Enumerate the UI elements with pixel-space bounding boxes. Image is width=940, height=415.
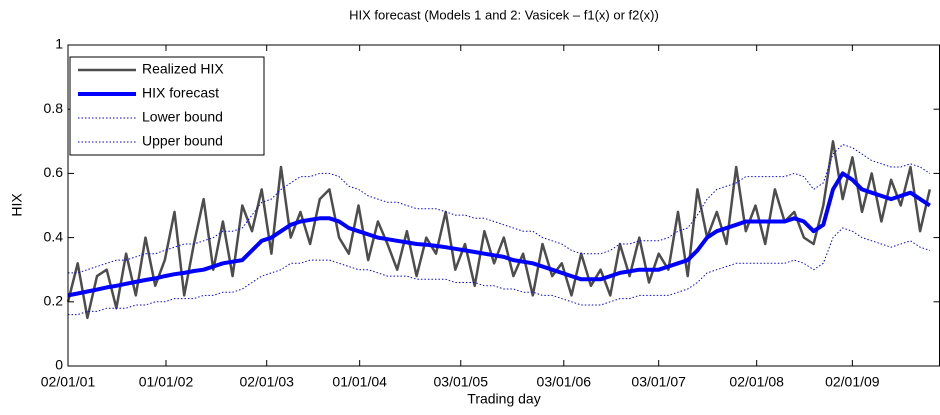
x-tick-label: 02/01/01 bbox=[41, 374, 96, 390]
x-tick-label: 03/01/06 bbox=[537, 374, 592, 390]
x-axis-label: Trading day bbox=[467, 391, 540, 407]
y-axis-label: HIX bbox=[9, 193, 25, 217]
series-line bbox=[68, 144, 931, 274]
y-tick-label: 1 bbox=[55, 36, 63, 52]
y-tick-label: 0 bbox=[55, 357, 63, 373]
x-tick-label: 01/01/04 bbox=[332, 374, 387, 390]
chart-title: HIX forecast (Models 1 and 2: Vasicek – … bbox=[349, 7, 659, 22]
y-tick-label: 0.8 bbox=[44, 100, 64, 116]
x-tick-label: 02/01/09 bbox=[825, 374, 880, 390]
y-tick-label: 0.2 bbox=[44, 293, 64, 309]
series-line bbox=[67, 171, 931, 298]
x-tick-label: 03/01/05 bbox=[434, 374, 489, 390]
legend-label: Upper bound bbox=[142, 133, 223, 149]
legend-box bbox=[69, 56, 265, 156]
x-tick-label: 02/01/08 bbox=[729, 374, 784, 390]
y-tick-label: 0.4 bbox=[44, 228, 64, 244]
x-tick-label: 03/01/07 bbox=[631, 374, 686, 390]
x-tick-label: 02/01/03 bbox=[239, 374, 294, 390]
legend-label: Lower bound bbox=[142, 109, 223, 125]
y-tick-label: 0.6 bbox=[44, 164, 64, 180]
legend-label: Realized HIX bbox=[142, 61, 224, 77]
x-tick-label: 01/01/02 bbox=[139, 374, 194, 390]
legend-label: HIX forecast bbox=[142, 85, 219, 101]
